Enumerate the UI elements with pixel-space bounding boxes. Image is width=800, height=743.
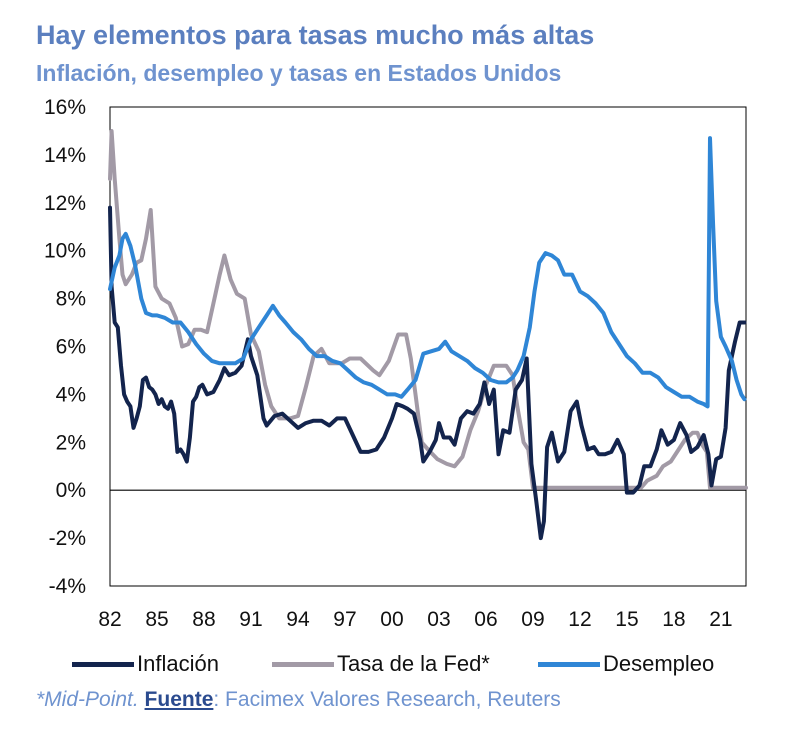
line-chart: -4% -2% 0% 2% 4% 6% 8% 10% 12% 14% 16% 82 85 88 91 94 9… <box>44 96 748 631</box>
legend-label-inflacion: Inflación <box>137 651 219 676</box>
chart-title: Hay elementos para tasas mucho más altas <box>36 20 595 50</box>
footnote-source-text: : Facimex Valores Research, Reuters <box>213 688 561 711</box>
footnote-mid: *Mid-Point. <box>36 688 139 711</box>
x-tick-label: 12 <box>568 608 591 631</box>
x-tick-label: 00 <box>380 608 403 631</box>
y-tick-label: 12% <box>44 192 86 215</box>
legend-swatch-fed <box>272 661 334 667</box>
legend-item-inflacion: Inflación <box>72 648 219 680</box>
x-tick-label: 82 <box>98 608 121 631</box>
series-line-inflacion <box>108 205 747 541</box>
legend: Inflación Tasa de la Fed* Desempleo <box>0 648 800 680</box>
legend-label-fed: Tasa de la Fed* <box>337 651 490 676</box>
y-tick-label: 10% <box>44 240 86 263</box>
legend-swatch-desempleo <box>538 661 600 667</box>
x-tick-label: 91 <box>239 608 262 631</box>
y-tick-label: 0% <box>56 479 86 502</box>
y-tick-label: 2% <box>56 431 86 454</box>
legend-swatch-inflacion <box>72 661 134 667</box>
footnote-source-label: Fuente <box>144 688 214 711</box>
plot-frame <box>109 106 747 587</box>
y-tick-label: 4% <box>56 383 86 406</box>
y-tick-label: 14% <box>44 144 86 167</box>
legend-item-desempleo: Desempleo <box>538 648 714 680</box>
y-tick-label: -2% <box>49 527 86 550</box>
x-tick-label: 15 <box>615 608 638 631</box>
x-tick-label: 85 <box>145 608 168 631</box>
x-tick-label: 06 <box>474 608 497 631</box>
x-tick-label: 09 <box>521 608 544 631</box>
x-tick-label: 18 <box>662 608 685 631</box>
x-tick-label: 97 <box>333 608 356 631</box>
series-line-desempleo <box>108 136 747 409</box>
y-tick-label: 16% <box>44 96 86 119</box>
x-tick-label: 88 <box>192 608 215 631</box>
y-tick-label: -4% <box>49 575 86 598</box>
footnote: *Mid-Point. Fuente: Facimex Valores Rese… <box>36 688 561 712</box>
y-tick-label: 8% <box>56 288 86 311</box>
x-tick-label: 94 <box>286 608 310 631</box>
legend-label-desempleo: Desempleo <box>603 651 715 676</box>
series-line-fed <box>108 129 748 490</box>
chart-subtitle: Inflación, desempleo y tasas en Estados … <box>36 60 562 86</box>
x-tick-label: 03 <box>427 608 450 631</box>
x-tick-label: 21 <box>709 608 732 631</box>
y-tick-label: 6% <box>56 336 86 359</box>
legend-item-fed: Tasa de la Fed* <box>272 648 490 680</box>
